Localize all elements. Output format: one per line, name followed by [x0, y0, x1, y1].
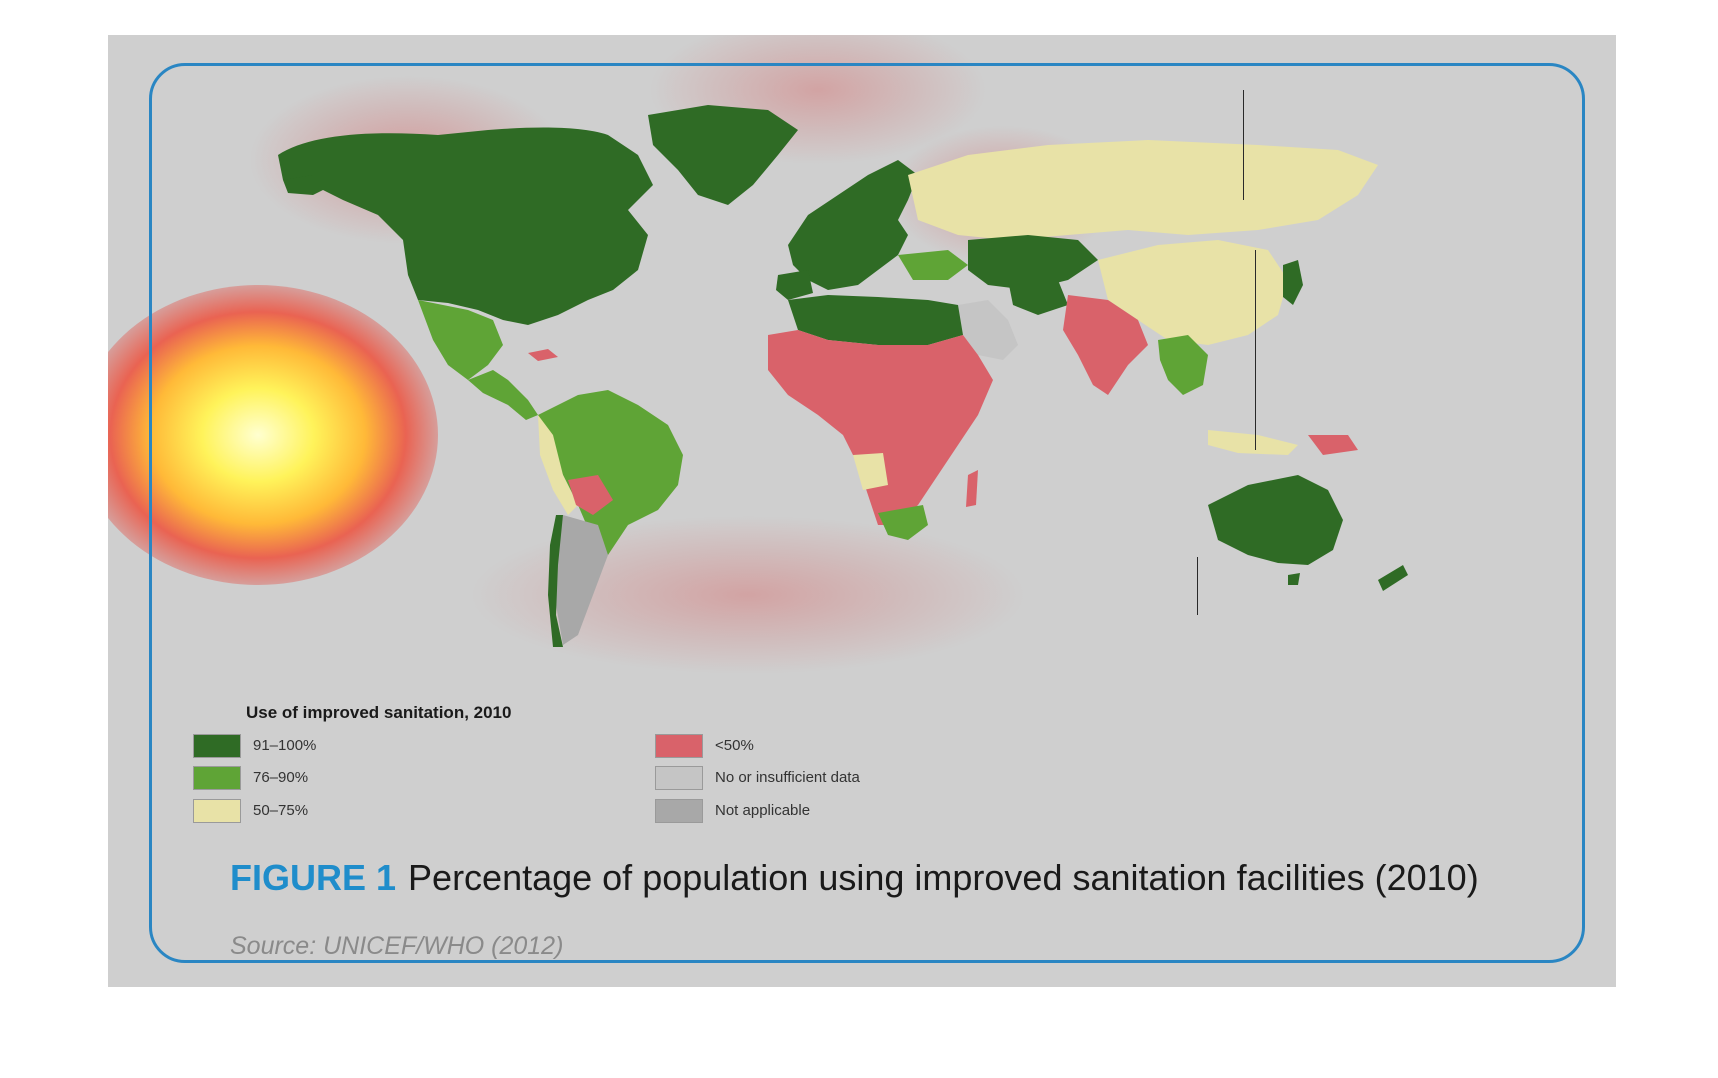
southeast-asia-region — [1158, 335, 1208, 395]
marker-line — [1243, 90, 1244, 200]
legend-label: No or insufficient data — [715, 769, 860, 786]
world-map — [278, 105, 1408, 647]
russia-region — [908, 140, 1378, 240]
iberia-region — [776, 270, 813, 300]
south-america-andes-region — [538, 415, 578, 515]
madagascar-region — [966, 470, 978, 507]
legend-swatch — [193, 766, 241, 790]
arabia-region — [958, 300, 1018, 360]
legend-label: <50% — [715, 737, 754, 754]
legend-swatch — [193, 734, 241, 758]
legend-swatch — [655, 734, 703, 758]
india-region — [1063, 295, 1148, 395]
legend-label: 91–100% — [253, 737, 317, 754]
angola-region — [853, 453, 888, 490]
tasmania-region — [1288, 573, 1300, 585]
bolivia-region — [568, 475, 613, 515]
new-zealand-region — [1378, 565, 1408, 591]
north-africa-region — [788, 295, 963, 345]
figure-source: Source: UNICEF/WHO (2012) — [230, 932, 564, 960]
papua-region — [1308, 435, 1358, 455]
legend-title: Use of improved sanitation, 2010 — [246, 703, 512, 722]
central-asia-region — [968, 235, 1098, 290]
legend-label: 76–90% — [253, 769, 309, 786]
legend-swatch — [655, 766, 703, 790]
mexico-region — [418, 300, 503, 380]
legend-label: 50–75% — [253, 802, 309, 819]
south-africa-region — [878, 505, 928, 540]
north-america-region — [278, 127, 653, 325]
legend-label: Not applicable — [715, 802, 811, 819]
china-region — [1098, 240, 1288, 345]
legend-swatch — [193, 799, 241, 823]
south-america-north-region — [538, 390, 683, 555]
alaska-region — [283, 175, 333, 195]
iran-region — [1008, 280, 1068, 315]
chile-region — [548, 515, 563, 647]
marker-line — [1197, 557, 1198, 615]
figure-label: FIGURE 1 — [230, 857, 397, 898]
caribbean-region — [528, 349, 558, 361]
marker-line — [1255, 250, 1256, 450]
figure-panel: Use of improved sanitation, 2010 91–100%… — [108, 35, 1616, 987]
australia-region — [1208, 475, 1343, 565]
legend-swatch — [655, 799, 703, 823]
figure-title: Percentage of population using improved … — [408, 857, 1479, 898]
europe-region — [788, 160, 918, 290]
argentina-region — [556, 515, 608, 645]
eastern-europe-region — [898, 250, 968, 280]
greenland-region — [648, 105, 798, 205]
central-america-region — [468, 370, 538, 420]
indonesia-region — [1208, 430, 1298, 455]
figure-frame: Use of improved sanitation, 2010 91–100%… — [149, 63, 1585, 963]
sub-saharan-africa-region — [768, 330, 993, 525]
japan-region — [1283, 260, 1303, 305]
figure-caption: FIGURE 1 Percentage of population using i… — [230, 857, 1479, 899]
